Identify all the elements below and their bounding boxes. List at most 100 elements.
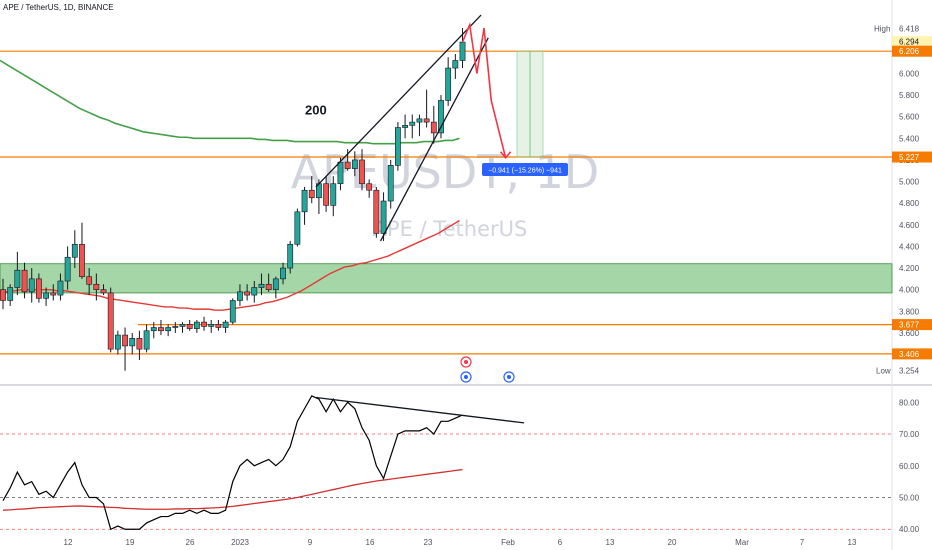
candle-body	[366, 183, 373, 191]
candle-body	[430, 121, 437, 134]
high-label: High	[874, 24, 890, 33]
candle-body	[43, 292, 49, 299]
measure-label: −0.941 (−15.26%) −941	[488, 168, 562, 175]
price-tick-label: 3.600	[899, 329, 920, 338]
candle-body	[237, 291, 243, 301]
candle-body	[416, 118, 423, 123]
rsi-line	[2, 395, 463, 531]
candle-body	[251, 287, 258, 296]
price-tick-label: 5.600	[899, 113, 920, 122]
price-tick-label: 4.400	[899, 242, 920, 251]
time-tick-label: 6	[558, 538, 563, 547]
time-tick-label: 19	[126, 538, 135, 547]
time-tick-label: 16	[366, 538, 375, 547]
chart-title: APE / TetherUS, 1D, BINANCE	[3, 3, 114, 12]
rsi-tick-label: 80.00	[899, 398, 920, 407]
time-tick-label: 13	[848, 538, 857, 547]
candle-body	[445, 67, 452, 101]
candle-body	[0, 289, 6, 301]
time-tick-label: 26	[186, 538, 195, 547]
candle-body	[423, 118, 430, 123]
candle-body	[258, 283, 265, 288]
rsi-tick-label: 50.00	[899, 494, 920, 503]
candle-body	[308, 189, 315, 199]
ma50-line	[0, 219, 460, 311]
candle-body	[359, 159, 365, 185]
event-icon-dot	[507, 375, 511, 379]
rsi-tick-label: 60.00	[899, 462, 920, 471]
candle-body	[402, 125, 408, 128]
price-tick-label: 5.800	[899, 91, 920, 100]
candle-body	[165, 327, 172, 332]
candle-body	[287, 243, 294, 269]
price-tick-label: 6.000	[899, 69, 920, 78]
level-b-tag: 5.227	[899, 153, 920, 162]
candle-body	[64, 256, 71, 282]
rsi-tick-label: 40.00	[899, 525, 920, 534]
time-tick-label: 23	[424, 538, 433, 547]
candle-body	[208, 323, 215, 327]
candlesticks	[0, 28, 466, 371]
level-a-tag-bg	[892, 45, 932, 57]
price-axis[interactable]: 3.4003.6003.8004.0004.2004.4004.6004.800…	[874, 24, 932, 375]
level-c-tag: 3.677	[899, 321, 920, 330]
time-axis[interactable]: 12 19 26 2023 9 16 23 Feb 6 13 20 Mar 7 13	[64, 538, 857, 547]
candle-body	[143, 330, 150, 350]
price-tick-label: 5.000	[899, 178, 920, 187]
candle-body	[179, 323, 186, 327]
candle-body	[215, 323, 222, 328]
candle-body	[294, 211, 301, 245]
candle-body	[265, 283, 272, 290]
current-price-tag: 6.294	[899, 38, 920, 47]
level-b-tag-bg	[892, 151, 932, 163]
low-label: Low	[876, 366, 891, 375]
wedge-lower-line[interactable]	[379, 37, 489, 242]
price-tick-label: 4.600	[899, 221, 920, 230]
projection-path[interactable]	[461, 21, 507, 158]
time-tick-label: 2023	[231, 538, 249, 547]
candle-body	[122, 334, 128, 347]
candle-body	[114, 334, 121, 350]
wedge-upper-line[interactable]	[315, 14, 482, 188]
candle-body	[93, 283, 100, 290]
level-d-tag-bg	[892, 348, 932, 360]
candle-body	[136, 338, 143, 350]
candle-body	[86, 276, 93, 285]
candle-body	[71, 243, 78, 258]
level-d-tag: 3.406	[899, 350, 920, 359]
candle-body	[459, 41, 466, 61]
candle-body	[409, 121, 416, 126]
level-a-tag: 6.206	[899, 47, 920, 56]
price-tick-label: 4.200	[899, 264, 920, 273]
candle-body	[244, 291, 251, 296]
moving-averages: 200	[0, 59, 460, 311]
demand-zone-rect[interactable]	[0, 263, 893, 294]
time-tick-label: 20	[668, 538, 677, 547]
candle-body	[100, 289, 107, 294]
candle-body	[337, 161, 344, 185]
candle-body	[272, 278, 279, 290]
candle-body	[158, 327, 164, 332]
drawings[interactable]: −0.941 (−15.26%) −941	[315, 14, 568, 383]
candle-body	[323, 183, 329, 206]
candle-body	[452, 60, 459, 69]
time-tick-label: 9	[308, 538, 313, 547]
rsi-divergence-line[interactable]	[315, 396, 525, 424]
price-tick-label: 3.800	[899, 307, 920, 316]
candle-body	[107, 292, 114, 350]
candle-body	[380, 200, 387, 234]
low-value: 3.254	[899, 366, 920, 375]
candle-body	[21, 269, 28, 293]
level-c-tag-bg	[892, 319, 932, 331]
demand-zone[interactable]	[0, 263, 893, 294]
projection-arrowhead	[499, 151, 512, 160]
candle-body	[280, 267, 286, 280]
candle-body	[150, 327, 157, 332]
candle-body	[35, 278, 42, 299]
high-value: 6.418	[899, 24, 920, 33]
candle-body	[28, 278, 35, 293]
price-tick-label: 5.400	[899, 134, 920, 143]
price-tick-label: 4.800	[899, 199, 920, 208]
candle-body	[79, 243, 85, 278]
